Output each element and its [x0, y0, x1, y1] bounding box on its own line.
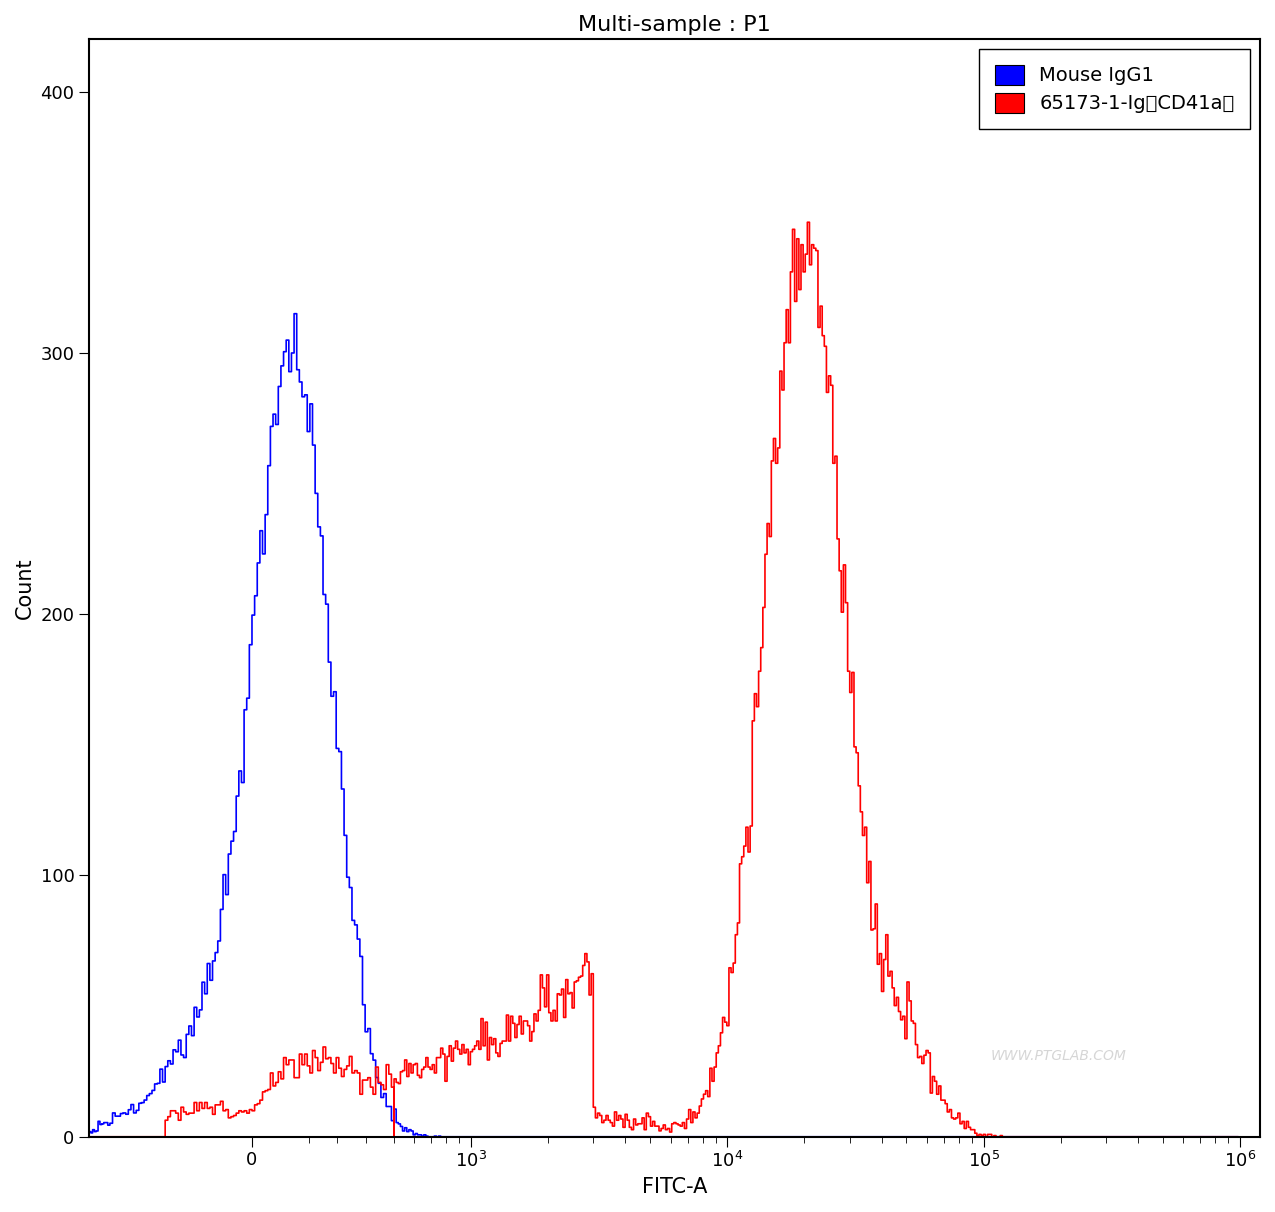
X-axis label: FITC-A: FITC-A: [641, 1177, 708, 1197]
Legend: Mouse IgG1, 65173-1-Ig（CD41a）: Mouse IgG1, 65173-1-Ig（CD41a）: [979, 48, 1251, 128]
Y-axis label: Count: Count: [15, 558, 34, 619]
Title: Multi-sample : P1: Multi-sample : P1: [578, 15, 771, 35]
Text: WWW.PTGLAB.COM: WWW.PTGLAB.COM: [991, 1048, 1127, 1063]
